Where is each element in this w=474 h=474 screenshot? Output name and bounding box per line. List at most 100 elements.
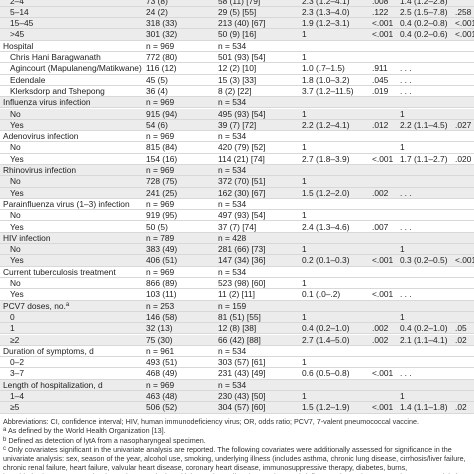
table-row: No 728 (75) 372 (70) [51] 1 <box>0 176 474 188</box>
footnote: a As defined by the World Health Organiz… <box>3 426 471 435</box>
group-header-row: HIV infection n = 789 n = 428 <box>0 232 474 245</box>
cell-value: 0.4 (0.2–0.8) <box>400 18 448 29</box>
cell-value: .02 <box>455 402 467 413</box>
cell-value: 1 <box>302 244 307 255</box>
cell-value: 2.7 (1.8–3.9) <box>302 153 350 164</box>
cell-value: .008 <box>372 0 389 6</box>
group-n: n = 969 <box>146 165 175 175</box>
cell-value: .02 <box>455 334 467 345</box>
row-label: 3–7 <box>10 368 24 379</box>
table-row: Chris Hani Baragwanath 772 (80) 501 (93) [… <box>0 52 474 64</box>
cell-value: 75 (30) <box>146 334 173 345</box>
row-label: No <box>10 244 21 255</box>
cell-value: 1 <box>302 311 307 322</box>
cell-value: 493 (51) <box>146 357 178 368</box>
cell-value: 506 (52) <box>146 402 178 413</box>
cell-value: 919 (95) <box>146 210 178 221</box>
cell-value: 1 <box>302 52 307 62</box>
row-label: Yes <box>10 153 24 164</box>
cell-value: 12 (2) [10] <box>218 63 257 74</box>
row-label: Edendale <box>10 74 46 85</box>
cell-value: .002 <box>372 187 389 198</box>
cell-value: 0.3 (0.2–0.5) <box>400 255 448 266</box>
cell-value: 154 (16) <box>146 153 178 164</box>
cell-value: 15 (3) [33] <box>218 74 257 85</box>
cell-value: 1 <box>302 108 307 119</box>
cell-value: 54 (6) <box>146 119 168 130</box>
cell-value: .05 <box>455 323 467 334</box>
row-label: 1–4 <box>10 391 24 401</box>
footnote-mark: c <box>3 446 6 453</box>
cell-value: 281 (66) [73] <box>218 244 266 255</box>
cell-value: 0.4 (0.2–1.0) <box>302 323 350 334</box>
table-row: Yes 54 (6) 39 (7) [72] 2.2 (1.2–4.1) .012 2.2… <box>0 119 474 132</box>
cell-value: 1.5 (1.2–2.0) <box>302 187 350 198</box>
cell-value: <.001 <box>372 289 394 300</box>
cell-value: 2.2 (1.1–4.5) <box>400 119 448 130</box>
row-label: No <box>10 142 21 153</box>
cell-value: <.001 <box>372 29 394 40</box>
table-row: No 383 (49) 281 (66) [73] 1 1 <box>0 244 474 256</box>
cell-value: 1 <box>302 357 307 368</box>
table-row: 0 146 (58) 81 (51) [55] 1 1 <box>0 311 474 324</box>
footnote-text: Defined as detection of lytA from a naso… <box>8 435 206 445</box>
cell-value: 8 (2) [22] <box>218 85 252 96</box>
cell-value: 406 (51) <box>146 255 178 266</box>
cell-value: .020 <box>455 153 472 164</box>
group-n: n = 969 <box>146 379 175 390</box>
footnote-text: Abbreviations: CI, confidence interval; … <box>3 416 420 426</box>
cell-value: 301 (32) <box>146 29 178 40</box>
cell-value: 728 (75) <box>146 176 178 187</box>
cell-value: 116 (12) <box>146 63 177 74</box>
cell-value: 231 (43) [49] <box>218 368 266 379</box>
group-n: n = 534 <box>218 40 247 51</box>
group-header-row: Parainfluenza virus (1–3) infection n = 9… <box>0 198 474 211</box>
row-label: ≥2 <box>10 334 20 345</box>
group-header-row: Influenza virus infection n = 969 n = 534 <box>0 97 474 109</box>
cell-value: . . . <box>400 63 412 74</box>
row-label: ≥5 <box>10 402 20 413</box>
cell-value: 1 <box>400 311 405 322</box>
cell-value: 866 (89) <box>146 278 178 288</box>
row-label: No <box>10 108 21 119</box>
cell-value: 66 (42) [88] <box>218 334 261 345</box>
cell-value: .007 <box>372 221 389 232</box>
group-title: HIV infection <box>3 232 51 243</box>
cell-value: <.001 <box>372 402 394 413</box>
row-label: No <box>10 176 21 187</box>
table-row: 1 32 (13) 12 (8) [38] 0.4 (0.2–1.0) .002 0.4 … <box>0 323 474 335</box>
cell-value: 0.1 (.0–.2) <box>302 289 341 300</box>
cell-value: .911 <box>372 63 388 74</box>
group-n: n = 969 <box>146 198 175 209</box>
cell-value: 147 (34) [36] <box>218 255 266 266</box>
cell-value: 50 (9) [16] <box>218 29 257 40</box>
footnote-mark: a <box>3 427 7 434</box>
footnote: c Only covariates significant in the uni… <box>3 445 471 474</box>
cell-value: 241 (25) <box>146 187 178 198</box>
row-label: Yes <box>10 221 24 232</box>
table-row: ≥5 506 (52) 304 (57) [60] 1.5 (1.2–1.9) <.00… <box>0 402 474 414</box>
cell-value: .012 <box>372 119 389 130</box>
footnote-mark: b <box>3 436 7 443</box>
cell-value: 114 (21) [74] <box>218 153 265 164</box>
cell-value: 383 (49) <box>146 244 178 255</box>
table-row: Yes 241 (25) 162 (30) [67] 1.5 (1.2–2.0) .00… <box>0 187 474 199</box>
cell-value: . . . <box>400 187 412 198</box>
cell-value: 73 (8) <box>146 0 168 6</box>
cell-value: 2.3 (1.2–4.1) <box>302 0 350 6</box>
cell-value: 1.7 (1.1–2.7) <box>400 153 448 164</box>
row-label: Klerksdorp and Tshepong <box>10 85 105 96</box>
table-row: 3–7 468 (49) 231 (43) [49] 0.6 (0.5–0.8) <.0… <box>0 368 474 380</box>
group-header-row: Current tuberculosis treatment n = 969 n =… <box>0 267 474 278</box>
footnote: Abbreviations: CI, confidence interval; … <box>3 417 471 426</box>
cell-value: 501 (93) [54] <box>218 52 266 62</box>
table-row: 5–14 24 (2) 29 (5) [55] 2.3 (1.3–4.0) .122 2.… <box>0 6 474 19</box>
cell-value: 24 (2) <box>146 6 168 17</box>
cell-value: .019 <box>372 85 389 96</box>
cell-value: 523 (98) [60] <box>218 278 266 288</box>
cell-value: .258 <box>455 6 472 17</box>
group-n: n = 534 <box>218 131 247 142</box>
cell-value: 0.4 (0.2–1.0) <box>400 323 448 334</box>
group-n: n = 159 <box>218 300 247 311</box>
cell-value: 39 (7) [72] <box>218 119 257 130</box>
